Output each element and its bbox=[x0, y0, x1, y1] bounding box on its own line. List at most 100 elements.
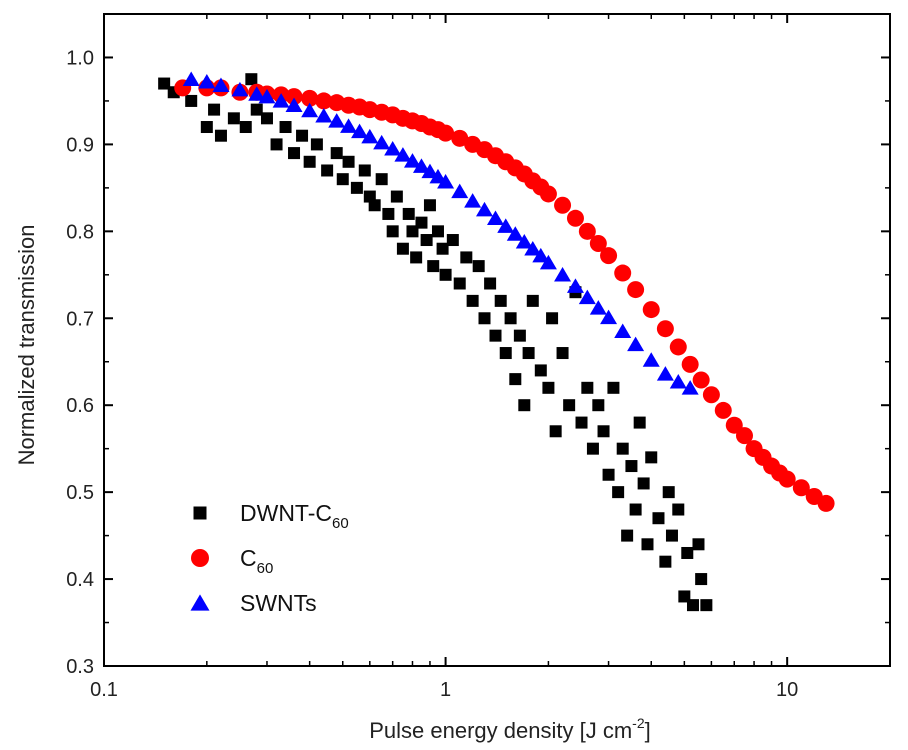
data-point bbox=[735, 427, 753, 445]
data-point bbox=[554, 267, 572, 282]
data-point bbox=[686, 599, 699, 612]
data-point bbox=[506, 226, 524, 241]
data-point bbox=[396, 242, 409, 255]
data-point bbox=[351, 123, 369, 139]
series-triangle-markers bbox=[182, 71, 699, 395]
data-point bbox=[301, 102, 319, 118]
data-point bbox=[464, 193, 482, 208]
data-point bbox=[578, 222, 596, 240]
data-point bbox=[270, 138, 283, 151]
data-point bbox=[669, 338, 687, 356]
data-point bbox=[340, 118, 358, 133]
data-point bbox=[556, 347, 569, 360]
data-point bbox=[336, 173, 349, 186]
data-point bbox=[600, 309, 618, 325]
data-point bbox=[429, 168, 447, 184]
data-point bbox=[315, 107, 333, 123]
data-point bbox=[625, 460, 638, 473]
data-point bbox=[602, 468, 615, 481]
x-tick-label: 10 bbox=[776, 679, 798, 701]
data-point bbox=[524, 240, 542, 256]
data-point bbox=[373, 134, 391, 150]
data-point bbox=[549, 425, 562, 438]
data-point bbox=[245, 73, 258, 86]
data-point bbox=[212, 77, 230, 93]
data-point bbox=[436, 242, 449, 255]
data-point bbox=[522, 347, 535, 360]
data-point bbox=[410, 251, 423, 264]
data-point bbox=[656, 320, 674, 338]
legend-label: DWNT-C60 bbox=[240, 500, 349, 532]
y-tick-label: 0.3 bbox=[66, 656, 94, 678]
data-point bbox=[460, 251, 473, 264]
data-point bbox=[637, 477, 650, 490]
data-point bbox=[621, 529, 634, 542]
data-point bbox=[310, 138, 323, 151]
y-tick-label: 0.5 bbox=[66, 482, 94, 504]
data-point bbox=[581, 381, 594, 394]
data-point bbox=[575, 416, 588, 429]
data-point bbox=[248, 86, 266, 101]
data-point bbox=[321, 164, 334, 177]
data-point bbox=[487, 210, 505, 226]
data-point bbox=[597, 425, 610, 438]
data-point bbox=[665, 529, 678, 542]
tick-labels-layer: 0.3 0.4 0.5 0.6 0.7 0.8 0.9 1.0 0.1 1 10 bbox=[66, 47, 798, 701]
data-point bbox=[589, 300, 607, 315]
data-point bbox=[358, 164, 371, 177]
data-point bbox=[616, 442, 629, 455]
data-point bbox=[614, 264, 632, 282]
data-point bbox=[350, 181, 363, 194]
data-point bbox=[542, 381, 555, 394]
legend-marker-square bbox=[193, 506, 207, 520]
data-point bbox=[451, 129, 469, 147]
data-point bbox=[554, 196, 572, 214]
series-square-markers bbox=[158, 73, 713, 612]
legend: DWNT-C60 C60 SWNTs bbox=[190, 500, 349, 616]
data-point bbox=[478, 312, 491, 325]
data-point bbox=[384, 140, 402, 156]
data-point bbox=[546, 312, 559, 325]
data-point bbox=[466, 294, 479, 307]
data-point bbox=[714, 401, 732, 419]
data-point bbox=[539, 254, 557, 270]
data-point bbox=[515, 234, 533, 249]
y-tick-label: 0.4 bbox=[66, 569, 94, 591]
plot-frame bbox=[103, 13, 891, 667]
data-point bbox=[692, 371, 710, 389]
data-layer bbox=[158, 71, 835, 612]
x-tick-label: 0.1 bbox=[90, 679, 118, 701]
ticks-layer bbox=[103, 13, 891, 667]
y-tick-label: 1.0 bbox=[66, 47, 94, 69]
legend-label: SWNTs bbox=[240, 590, 317, 616]
data-point bbox=[489, 329, 502, 342]
data-point bbox=[182, 71, 200, 86]
data-point bbox=[659, 555, 672, 568]
data-point bbox=[368, 199, 381, 212]
data-point bbox=[681, 380, 699, 395]
data-point bbox=[792, 479, 810, 497]
data-point bbox=[563, 399, 576, 412]
data-point bbox=[645, 451, 658, 464]
data-point bbox=[539, 185, 557, 203]
x-axis-title-superscript: -2 bbox=[632, 715, 645, 731]
data-point bbox=[725, 416, 743, 434]
data-point bbox=[185, 94, 198, 107]
data-point bbox=[288, 147, 301, 160]
data-point bbox=[258, 88, 276, 104]
x-axis-title-close: ] bbox=[645, 718, 651, 743]
legend-label: C60 bbox=[240, 545, 273, 577]
data-point bbox=[421, 163, 439, 179]
data-point bbox=[700, 599, 713, 612]
data-point bbox=[227, 112, 240, 125]
data-point bbox=[592, 399, 605, 412]
data-point bbox=[692, 538, 705, 551]
data-point bbox=[656, 366, 674, 381]
data-point bbox=[285, 97, 303, 113]
data-point bbox=[607, 381, 620, 394]
y-tick-label: 0.6 bbox=[66, 395, 94, 417]
data-point bbox=[566, 209, 584, 227]
data-point bbox=[681, 546, 694, 559]
data-point bbox=[518, 399, 531, 412]
